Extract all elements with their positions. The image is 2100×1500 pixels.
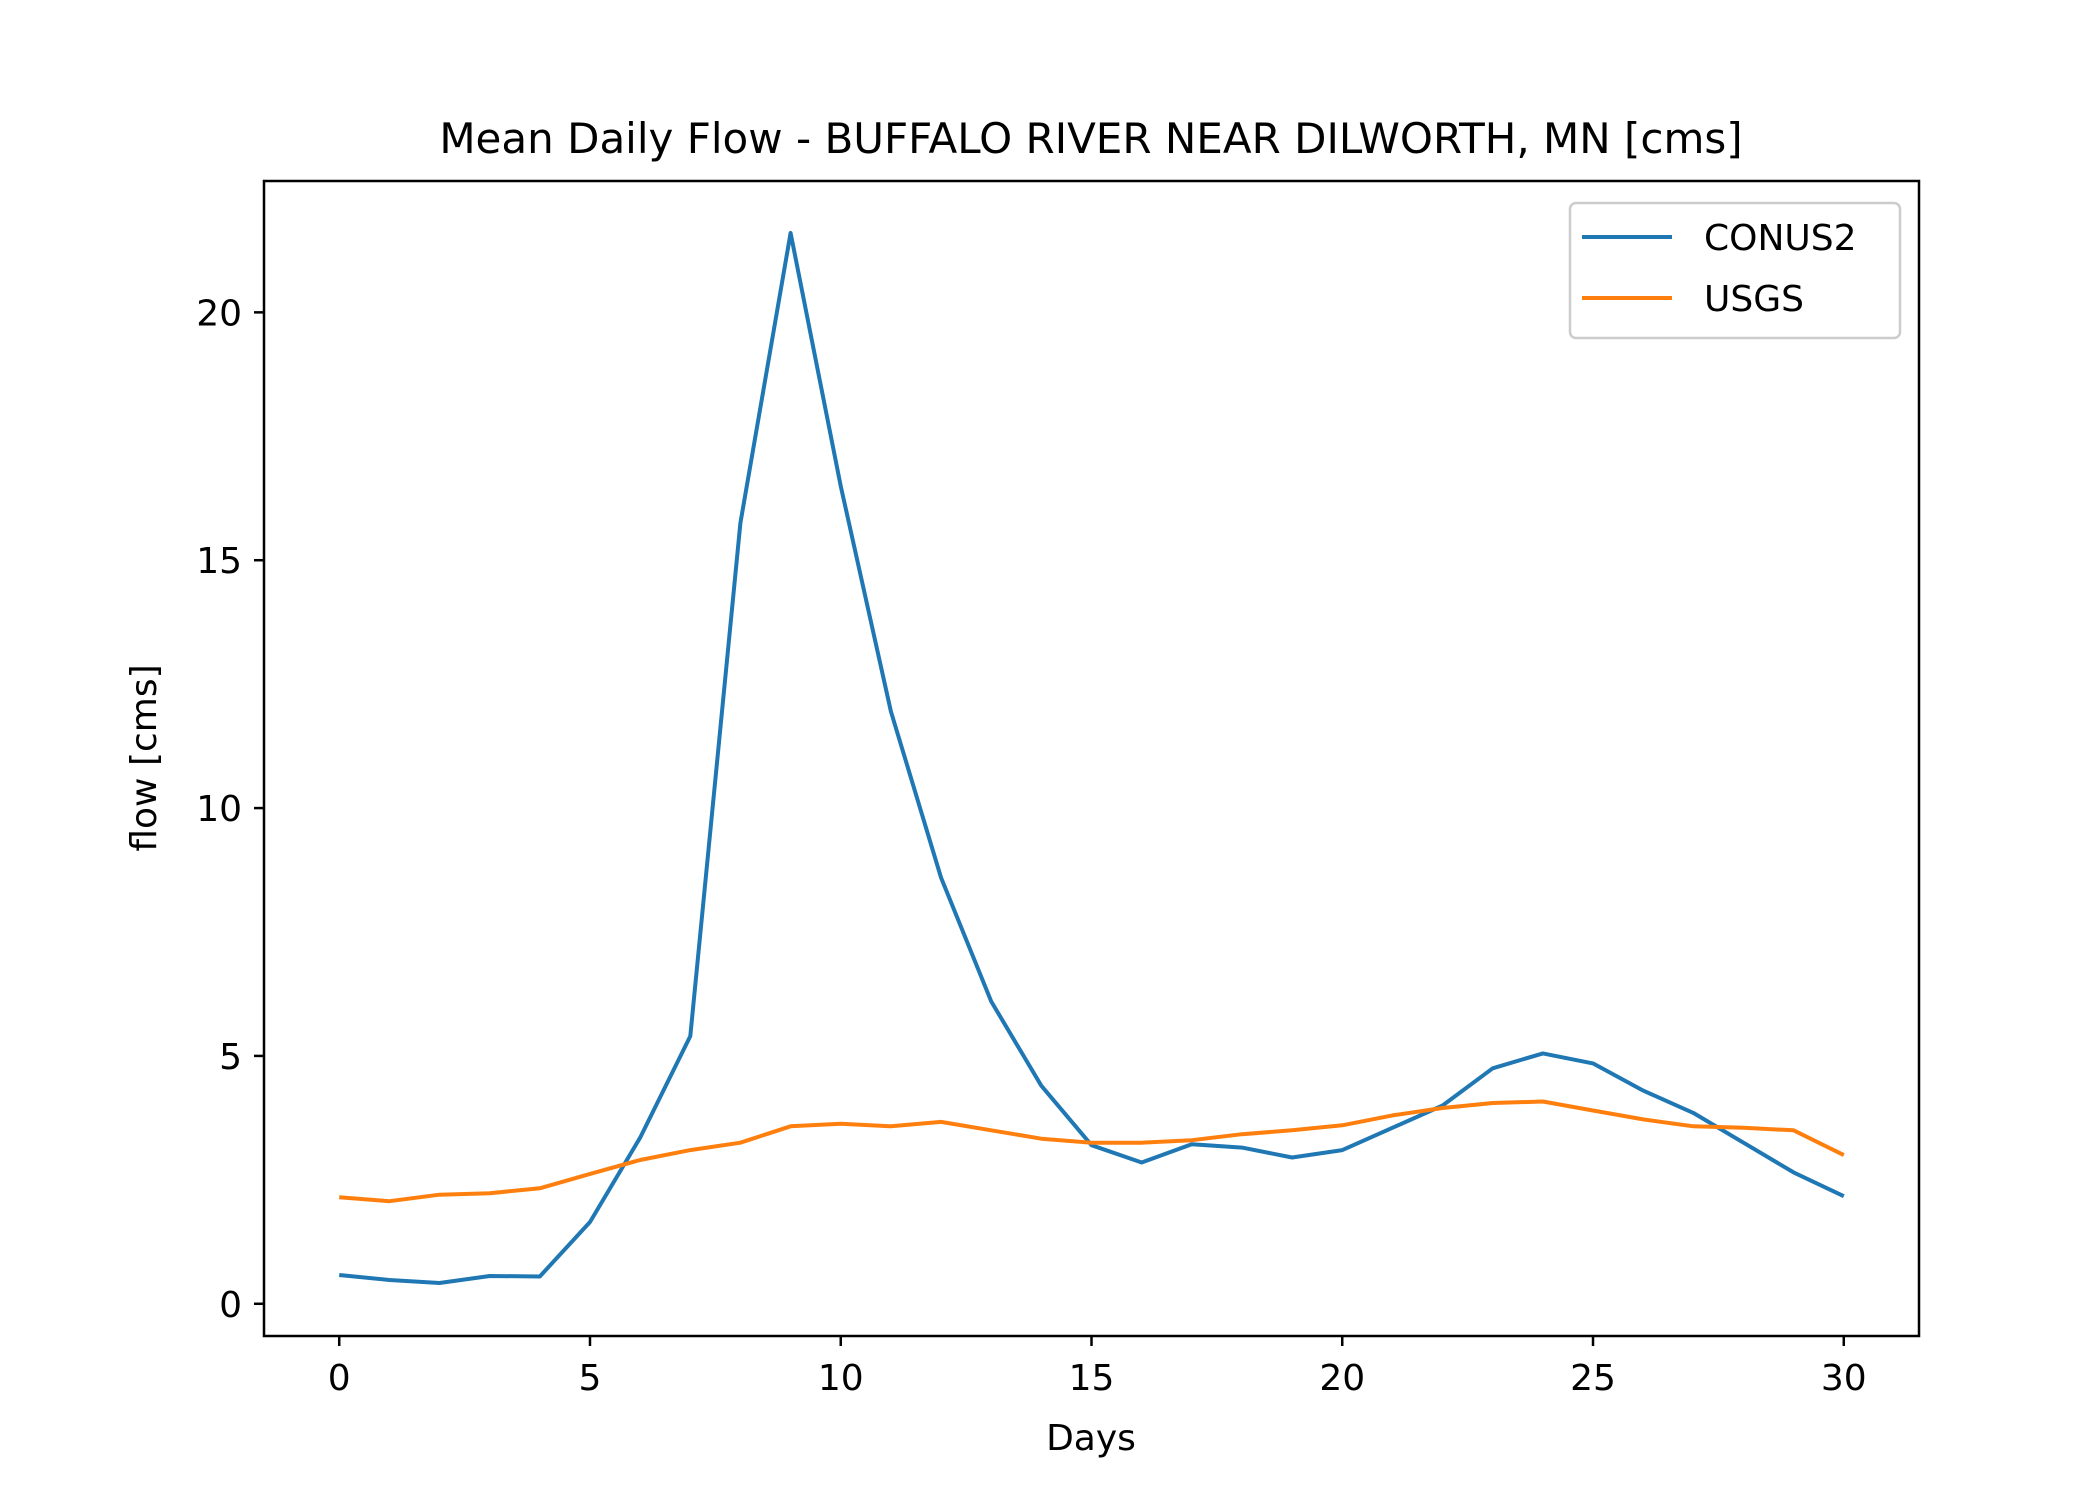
x-axis-ticks: 0 5 10 15 20 25 30 bbox=[328, 1336, 1867, 1399]
series-line-conus2 bbox=[339, 231, 1845, 1285]
y-tick-label: 0 bbox=[219, 1285, 242, 1326]
x-tick-label: 15 bbox=[1069, 1358, 1115, 1399]
x-tick-label: 10 bbox=[818, 1358, 864, 1399]
y-tick-label: 20 bbox=[196, 293, 242, 334]
y-axis-ticks: 0 5 10 15 20 bbox=[196, 293, 264, 1326]
x-axis-label: Days bbox=[1046, 1418, 1136, 1459]
x-tick-label: 0 bbox=[328, 1358, 351, 1399]
x-tick-label: 30 bbox=[1821, 1358, 1867, 1399]
legend-label-conus2: CONUS2 bbox=[1704, 218, 1857, 259]
x-tick-label: 5 bbox=[579, 1358, 602, 1399]
x-tick-label: 20 bbox=[1319, 1358, 1365, 1399]
chart-title: Mean Daily Flow - BUFFALO RIVER NEAR DIL… bbox=[439, 114, 1742, 163]
legend-label-usgs: USGS bbox=[1704, 279, 1804, 320]
y-tick-label: 5 bbox=[219, 1037, 242, 1078]
y-tick-label: 15 bbox=[196, 541, 242, 582]
y-tick-label: 10 bbox=[196, 789, 242, 830]
x-tick-label: 25 bbox=[1570, 1358, 1616, 1399]
data-lines bbox=[339, 231, 1845, 1285]
y-axis-label: flow [cms] bbox=[124, 664, 165, 851]
series-line-usgs bbox=[339, 1099, 1845, 1204]
legend: CONUS2 USGS bbox=[1568, 201, 1902, 340]
